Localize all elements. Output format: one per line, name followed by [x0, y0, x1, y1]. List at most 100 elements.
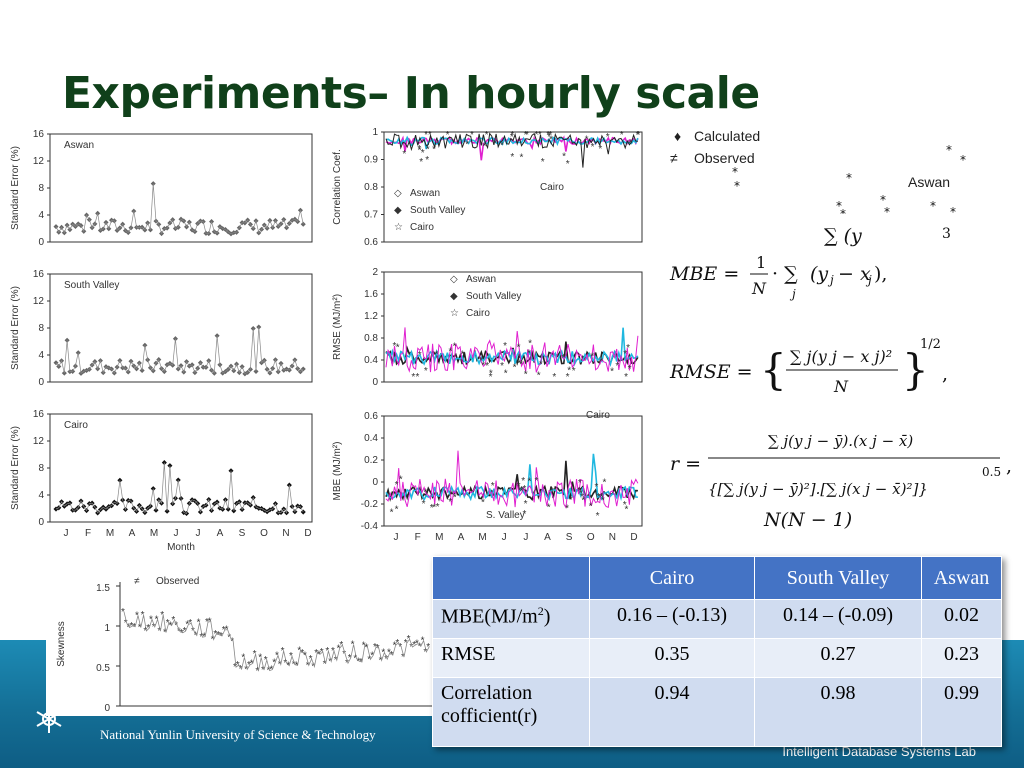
y-tick-label: 1	[372, 127, 378, 138]
svg-text:*: *	[395, 505, 399, 516]
y-tick-label: 0	[38, 237, 44, 248]
svg-text:*: *	[470, 130, 474, 141]
svg-text:*: *	[233, 662, 237, 673]
svg-text:*: *	[219, 631, 223, 642]
month-tick-label: M	[106, 528, 114, 539]
svg-text:*: *	[185, 620, 189, 631]
svg-text:*: *	[199, 632, 203, 643]
svg-text:*: *	[572, 366, 576, 377]
y-tick-label: 12	[33, 156, 45, 167]
svg-text:*: *	[566, 372, 570, 383]
svg-text:*: *	[637, 130, 641, 141]
svg-text:*: *	[546, 130, 550, 141]
legend-item: Aswan	[466, 274, 496, 285]
svg-text:*: *	[367, 654, 371, 665]
mbe-cairo: 0.16 – (-0.13)	[589, 599, 755, 639]
y-axis-label: Standard Error (%)	[10, 146, 21, 230]
svg-text:*: *	[353, 653, 357, 664]
svg-text:*: *	[283, 658, 287, 669]
corr-aswan: 0.99	[921, 677, 1002, 747]
svg-text:*: *	[620, 130, 624, 141]
month-tick-label: M	[478, 532, 486, 543]
y-tick-label: 1.5	[96, 583, 110, 594]
svg-text:*: *	[539, 359, 543, 370]
y-tick-label: -0.4	[361, 521, 379, 532]
y-tick-label: 8	[38, 463, 44, 474]
svg-text:*: *	[278, 659, 282, 670]
svg-text:*: *	[387, 647, 391, 658]
y-tick-label: 8	[38, 183, 44, 194]
svg-text:*: *	[528, 338, 532, 349]
row-label-mbe: MBE(MJ/m2)	[432, 599, 590, 639]
svg-text:*: *	[453, 493, 457, 504]
svg-text:*: *	[194, 631, 198, 642]
svg-text:*: *	[424, 130, 428, 141]
svg-text:*: *	[549, 134, 553, 145]
table-header-row: Cairo South Valley Aswan	[432, 556, 1002, 600]
svg-text:*: *	[524, 130, 528, 141]
svg-text:*: *	[547, 132, 551, 143]
month-tick-label: J	[64, 528, 69, 539]
svg-text:*: *	[155, 614, 159, 625]
right-legend-svg: ♦ Calculated ≠ Observed Aswan *** *** * *…	[670, 128, 966, 221]
svg-text:*: *	[230, 636, 234, 647]
y-tick-label: 16	[33, 409, 45, 420]
svg-text:*: *	[960, 153, 966, 167]
svg-text:*: *	[404, 638, 408, 649]
svg-text:*: *	[261, 665, 265, 676]
svg-text:*: *	[930, 199, 936, 213]
svg-text:*: *	[491, 481, 495, 492]
svg-text:*: *	[846, 171, 852, 185]
svg-text:*: *	[191, 626, 195, 637]
svg-text:N(N − 1): N(N − 1)	[763, 509, 852, 531]
mbe-formula: MBE =	[669, 263, 739, 285]
table-header-cairo: Cairo	[589, 556, 755, 600]
month-tick-label: J	[523, 532, 528, 543]
legend-item: Cairo	[466, 308, 490, 319]
svg-text:*: *	[171, 615, 175, 626]
table-header-empty	[432, 556, 590, 600]
svg-text:*: *	[157, 626, 161, 637]
svg-text:*: *	[197, 617, 201, 628]
y-tick-label: 0	[38, 517, 44, 528]
skewness-background-figure: ♦ Calculated ≠ Observed Aswan * * * * * * * *…	[650, 120, 984, 221]
svg-text:),: ),	[874, 263, 887, 285]
y-tick-label: 4	[38, 210, 44, 221]
svg-text:*: *	[517, 358, 521, 369]
svg-text:,: ,	[1006, 455, 1012, 477]
svg-text:*: *	[143, 626, 147, 637]
svg-text:*: *	[432, 502, 436, 513]
y-tick-label: 0.8	[364, 333, 378, 344]
svg-text:*: *	[836, 199, 842, 213]
svg-text:*: *	[623, 349, 627, 360]
x-axis-label: Month	[167, 542, 195, 553]
svg-text:*: *	[510, 132, 514, 143]
month-tick-label: O	[260, 528, 268, 539]
month-tick-label: J	[196, 528, 201, 539]
svg-text:*: *	[393, 640, 397, 651]
legend-marker: ◇	[394, 188, 402, 199]
svg-text:*: *	[424, 487, 428, 498]
y-tick-label: -0.2	[361, 499, 379, 510]
svg-text:*: *	[286, 661, 290, 672]
svg-text:0.5: 0.5	[982, 465, 1001, 479]
corr-cairo: 0.94	[589, 677, 755, 747]
svg-text:*: *	[239, 664, 243, 675]
svg-text:*: *	[138, 623, 142, 634]
month-tick-label: J	[502, 532, 507, 543]
svg-text:*: *	[370, 650, 374, 661]
svg-text:∑ j(y j − x j)²: ∑ j(y j − x j)²	[790, 347, 892, 366]
y-tick-label: 0.8	[364, 182, 378, 193]
svg-text:*: *	[479, 356, 483, 367]
svg-text:*: *	[339, 640, 343, 651]
chart-annotation-bottom: S. Valley	[486, 510, 525, 521]
svg-text:*: *	[606, 132, 610, 143]
se-panel-0: 16 12 8 4 0 Aswan Standard Error (%)	[10, 129, 313, 248]
svg-text:*: *	[323, 659, 327, 670]
svg-text:*: *	[373, 642, 377, 653]
y-axis-label: Correlation Coef.	[332, 149, 343, 225]
svg-text:*: *	[160, 610, 164, 621]
svg-text:*: *	[581, 496, 585, 507]
svg-text:*: *	[615, 361, 619, 372]
svg-text:(y: (y	[810, 263, 828, 285]
